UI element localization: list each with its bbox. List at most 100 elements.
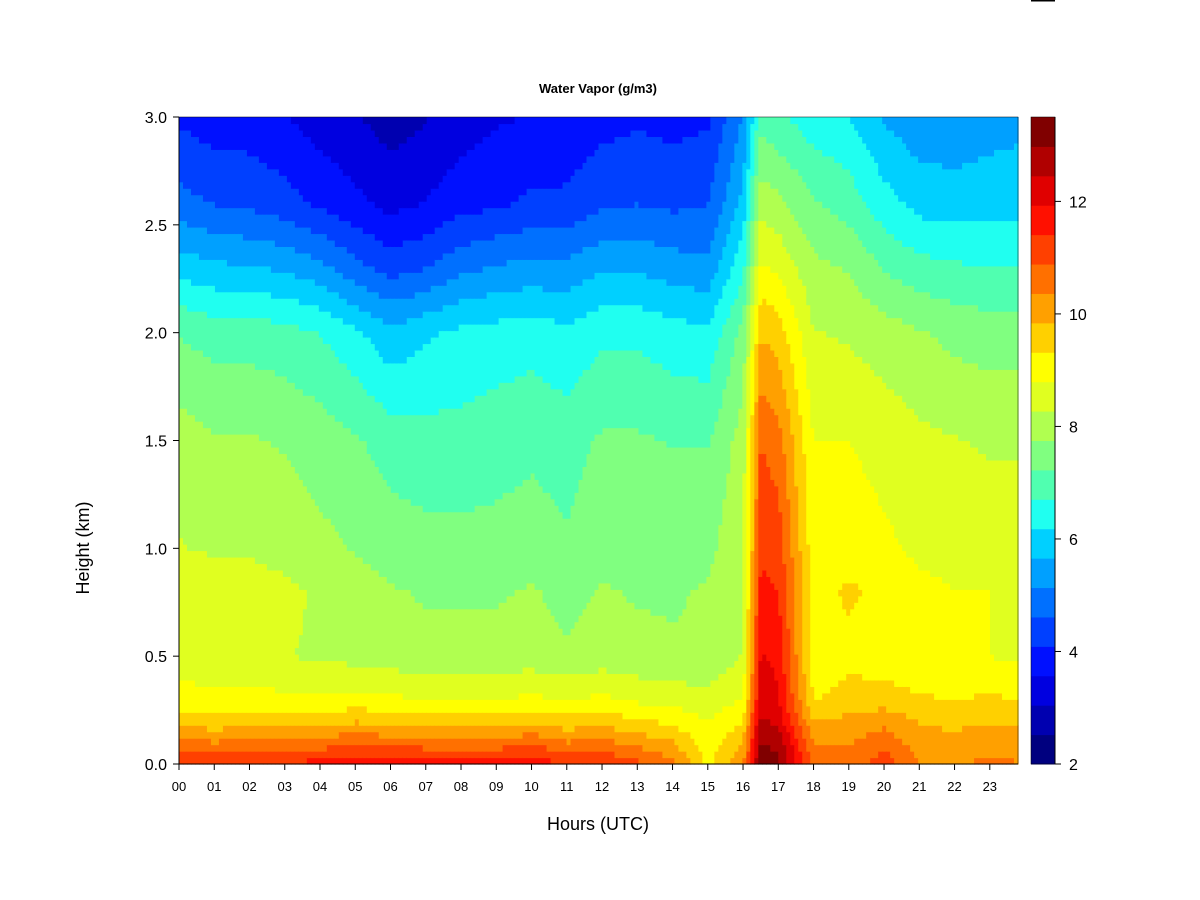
heatmap-cell — [414, 349, 420, 416]
heatmap-cell — [250, 362, 256, 435]
heatmap-cell — [638, 705, 644, 720]
heatmap-cell — [910, 207, 915, 247]
heatmap-cell — [854, 738, 859, 765]
heatmap-cell — [630, 744, 636, 759]
heatmap-cell — [214, 291, 220, 319]
heatmap-cell — [846, 226, 851, 273]
heatmap-cell — [738, 117, 743, 125]
heatmap-cell — [462, 272, 468, 299]
heatmap-cell — [586, 155, 592, 215]
heatmap-cell — [854, 602, 859, 675]
heatmap-cell — [326, 712, 332, 726]
heatmap-cell — [538, 317, 544, 377]
heatmap-column — [594, 117, 600, 765]
heatmap-cell — [510, 259, 516, 293]
heatmap-cell — [270, 446, 276, 571]
heatmap-cell — [442, 330, 448, 409]
heatmap-cell — [886, 731, 891, 752]
heatmap-cell — [222, 362, 228, 435]
heatmap-cell — [183, 408, 188, 545]
heatmap-cell — [642, 718, 648, 733]
heatmap-cell — [786, 343, 791, 409]
heatmap-cell — [206, 427, 212, 558]
heatmap-cell — [498, 123, 504, 209]
heatmap-cell — [998, 149, 1003, 222]
heatmap-cell — [382, 324, 388, 364]
heatmap-cell — [426, 725, 432, 739]
heatmap-cell — [374, 207, 380, 241]
heatmap-cell — [838, 744, 843, 765]
heatmap-cell — [346, 252, 352, 280]
heatmap-cell — [282, 712, 288, 726]
heatmap-column — [366, 117, 372, 765]
heatmap-cell — [246, 207, 252, 241]
heatmap-cell — [1002, 220, 1007, 267]
heatmap-cell — [430, 712, 436, 726]
heatmap-cell — [718, 336, 723, 409]
heatmap-cell — [874, 259, 879, 306]
heatmap-cell — [650, 278, 656, 312]
heatmap-cell — [398, 712, 404, 726]
heatmap-cell — [406, 317, 412, 357]
heatmap-cell — [986, 757, 991, 765]
heatmap-cell — [778, 233, 783, 280]
heatmap-cell — [522, 375, 528, 480]
heatmap-cell — [206, 686, 212, 713]
heatmap-cell — [626, 136, 632, 209]
heatmap-cell — [758, 453, 763, 577]
heatmap-cell — [482, 324, 488, 396]
heatmap-cell — [654, 311, 660, 364]
heatmap-cell — [1014, 725, 1019, 765]
heatmap-cell — [790, 123, 795, 170]
heatmap-cell — [334, 757, 340, 765]
heatmap-cell — [662, 117, 668, 144]
heatmap-cell — [442, 673, 448, 700]
heatmap-cell — [218, 738, 224, 752]
heatmap-cell — [602, 666, 608, 694]
heatmap-cell — [634, 718, 640, 733]
heatmap-cell — [914, 692, 919, 720]
heatmap-cell — [698, 117, 703, 131]
heatmap-cell — [202, 285, 208, 312]
heatmap-cell — [594, 692, 600, 713]
heatmap-cell — [326, 117, 332, 157]
heatmap-cell — [410, 272, 416, 299]
heatmap-cell — [830, 155, 835, 215]
heatmap-cell — [206, 201, 212, 235]
heatmap-cell — [402, 207, 408, 241]
heatmap-cell — [1014, 311, 1019, 370]
heatmap-cell — [962, 699, 967, 726]
heatmap-column — [722, 117, 727, 765]
heatmap-cell — [1002, 757, 1007, 765]
heatmap-cell — [758, 576, 763, 662]
heatmap-cell — [186, 738, 192, 752]
heatmap-cell — [626, 304, 632, 351]
heatmap-cell — [1010, 149, 1015, 222]
heatmap-cell — [966, 304, 971, 364]
heatmap-cell — [342, 660, 348, 694]
x-tick-label: 02 — [242, 779, 256, 794]
heatmap-cell — [1006, 699, 1011, 726]
heatmap-cell — [218, 149, 224, 209]
heatmap-column — [526, 117, 532, 765]
heatmap-cell — [738, 324, 743, 409]
heatmap-cell — [838, 679, 843, 720]
heatmap-cell — [222, 259, 228, 293]
heatmap-cell — [222, 725, 228, 739]
heatmap-cell — [454, 712, 460, 726]
heatmap-cell — [454, 511, 460, 610]
heatmap-cell — [442, 725, 448, 739]
heatmap-cell — [366, 712, 372, 726]
heatmap-cell — [214, 712, 220, 733]
heatmap-cell — [406, 498, 412, 590]
heatmap-cell — [286, 712, 292, 726]
heatmap-cell — [554, 673, 560, 700]
heatmap-cell — [1014, 369, 1019, 461]
heatmap-cell — [914, 117, 919, 157]
heatmap-cell — [706, 117, 711, 131]
heatmap-cell — [614, 731, 620, 746]
heatmap-cell — [486, 699, 492, 713]
heatmap-cell — [438, 117, 444, 183]
heatmap-cell — [882, 382, 887, 513]
y-tick-label: 1.0 — [145, 541, 167, 558]
